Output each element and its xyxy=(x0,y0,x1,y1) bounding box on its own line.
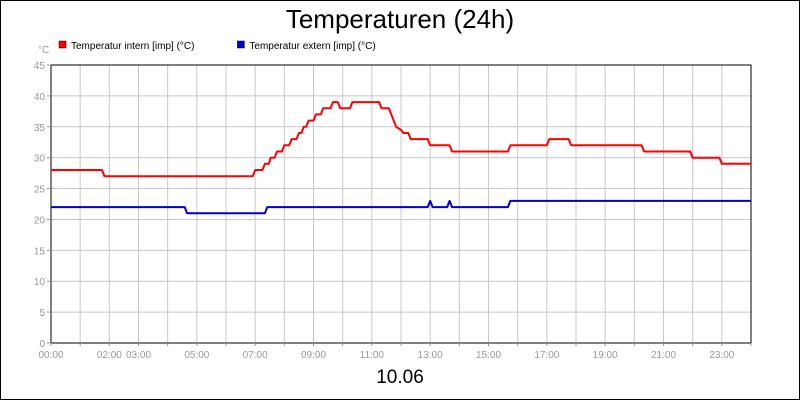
x-tick-label: 13:00 xyxy=(418,350,443,361)
x-tick-label: 15:00 xyxy=(476,350,501,361)
y-tick-label: 15 xyxy=(34,246,46,257)
x-axis-date-label: 10.06 xyxy=(376,367,424,388)
y-tick-label: 0 xyxy=(39,339,45,350)
x-tick-label: 05:00 xyxy=(184,350,209,361)
y-tick-label: 30 xyxy=(34,154,46,165)
y-tick-label: 5 xyxy=(39,308,45,319)
y-axis-unit-label: °C xyxy=(38,45,49,56)
y-tick-label: 35 xyxy=(34,123,46,134)
x-tick-label: 03:00 xyxy=(126,350,151,361)
legend-label: Temperatur intern [imp] (°C) xyxy=(71,41,194,52)
series-line xyxy=(51,199,751,215)
x-tick-label: 02:00 xyxy=(97,350,122,361)
x-tick-label: 23:00 xyxy=(709,350,734,361)
y-tick-label: 10 xyxy=(34,277,46,288)
x-tick-label: 00:00 xyxy=(38,350,63,361)
y-tick-label: 45 xyxy=(34,61,46,72)
chart-title: Temperaturen (24h) xyxy=(285,4,515,34)
y-tick-label: 40 xyxy=(34,92,46,103)
x-tick-label: 09:00 xyxy=(301,350,326,361)
x-tick-label: 21:00 xyxy=(651,350,676,361)
grid xyxy=(51,65,751,343)
legend-swatch xyxy=(58,40,67,49)
y-tick-label: 20 xyxy=(34,215,46,226)
x-tick-label: 19:00 xyxy=(593,350,618,361)
x-tick-label: 11:00 xyxy=(360,350,385,361)
x-tick-label: 17:00 xyxy=(534,350,559,361)
x-axis-ticks: 00:00 02:00 03:00 05:00 07:00 09:00 11:00 13:00… xyxy=(38,343,752,361)
legend-swatch xyxy=(237,40,245,49)
y-axis-ticks: 0 5 10 15 20 25 30 35 40 45 xyxy=(34,61,51,350)
series-lines xyxy=(51,101,751,215)
y-tick-label: 25 xyxy=(34,185,46,196)
series-line xyxy=(51,101,751,178)
legend: Temperatur intern [imp] (°C) Temperatur e… xyxy=(58,40,376,52)
x-tick-label: 07:00 xyxy=(243,350,268,361)
legend-label: Temperatur extern [imp] (°C) xyxy=(249,41,375,52)
